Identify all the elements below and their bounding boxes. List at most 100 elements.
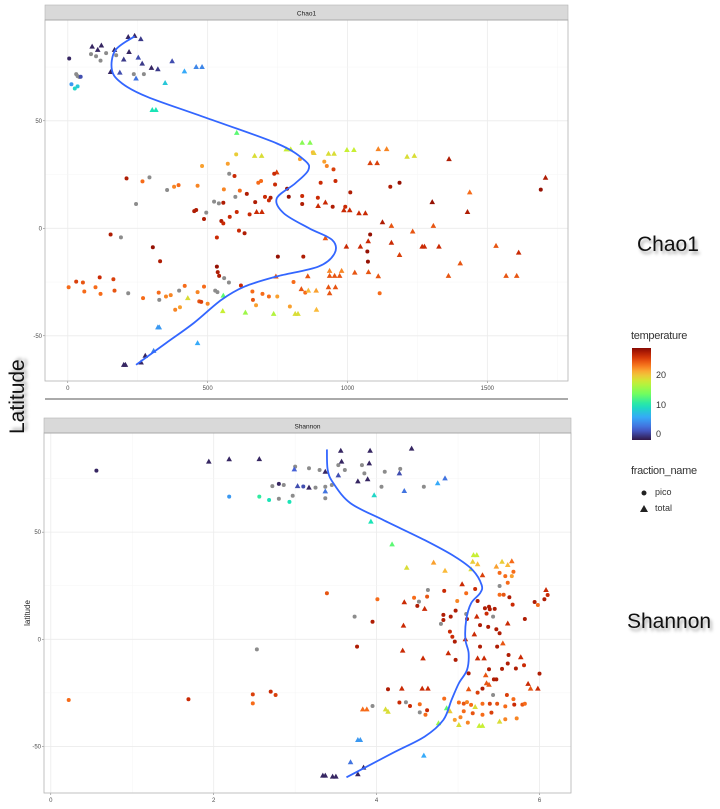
data-point-pico [494,677,499,682]
data-point-pico [509,574,514,579]
data-point-total [469,558,476,564]
data-point-pico [257,494,262,499]
data-point-pico [514,716,519,721]
data-point-pico [538,187,543,192]
data-point-total [409,228,416,234]
data-point-pico [267,498,272,503]
data-point-pico [313,485,318,490]
y-tick-label: 50 [35,119,42,125]
data-point-pico [94,54,99,59]
data-point-total [133,75,139,81]
data-point-pico [168,293,173,298]
data-point-pico [478,644,483,649]
data-point-pico [250,701,255,706]
data-point-total [486,681,492,687]
data-point-total [367,160,373,166]
data-point-total [389,541,395,547]
data-point-pico [97,275,102,280]
data-point-pico [273,182,278,187]
data-point-pico [212,199,217,204]
data-point-pico [438,621,443,626]
legend-temperature-title: temperature [631,330,688,342]
data-point-total [199,64,205,70]
data-point-pico [111,277,116,282]
data-point-pico [470,711,475,716]
data-point-pico [126,291,131,296]
data-point-total [326,272,333,278]
data-point-pico [215,290,220,295]
data-point-pico [147,175,152,180]
data-point-total [315,202,321,208]
data-point-total [326,267,333,273]
data-point-total [305,287,312,293]
data-point-total [421,752,427,758]
data-point-pico [324,163,329,168]
data-point-total [344,147,350,153]
data-point-total [256,456,263,462]
data-point-pico [237,188,242,193]
data-point-pico [124,176,129,181]
data-point-pico [510,602,515,607]
data-point-pico [150,245,155,250]
data-point-pico [286,194,291,199]
data-point-total [162,79,168,85]
data-point-pico [69,82,74,87]
data-point-pico [323,484,328,489]
data-point-pico [452,639,457,644]
data-point-pico [480,701,485,706]
data-point-total [496,718,503,724]
data-point-pico [140,179,145,184]
data-point-pico [489,710,494,715]
data-point-pico [272,171,277,176]
data-point-pico [186,697,191,702]
legend-fraction-title: fraction_name [631,465,697,477]
data-point-total [125,33,132,39]
data-point-total [368,518,374,524]
data-point-pico [505,580,510,585]
data-point-total [226,456,232,462]
data-point-total [447,708,453,714]
data-point-pico [253,200,258,205]
data-point-total [504,561,511,567]
data-point-total [359,706,366,712]
data-point-total [411,152,418,158]
data-point-pico [66,697,71,702]
data-point-pico [75,74,80,79]
data-point-pico [478,623,483,628]
data-point-total [383,146,390,152]
data-point-total [421,605,428,611]
x-tick-label: 4 [375,798,379,804]
data-point-pico [98,58,103,63]
data-point-total [408,445,415,451]
data-point-total [355,478,361,484]
data-point-total [307,139,313,145]
data-point-pico [491,693,496,698]
data-point-total [322,235,329,241]
data-point-pico [545,592,550,597]
data-point-pico [503,574,508,579]
data-point-total [400,622,407,628]
data-point-pico [329,483,334,488]
data-point-pico [379,484,384,489]
data-point-pico [507,595,512,600]
data-point-pico [163,294,168,299]
data-point-pico [513,666,518,671]
data-point-pico [177,288,182,293]
data-point-total [382,706,389,712]
legend-key-label: total [655,503,673,513]
data-point-pico [177,305,182,310]
data-point-total [425,685,431,691]
data-point-total [464,208,471,214]
data-point-total [298,286,305,292]
data-point-pico [484,611,489,616]
data-point-total [122,361,129,367]
data-point-total [474,561,481,567]
data-point-total [504,620,511,626]
data-point-pico [480,686,485,691]
data-point-total [184,295,191,301]
data-point-pico [398,466,403,471]
data-point-pico [134,202,139,207]
data-point-total [527,685,534,691]
data-point-pico [512,702,517,707]
data-point-pico [317,468,322,473]
